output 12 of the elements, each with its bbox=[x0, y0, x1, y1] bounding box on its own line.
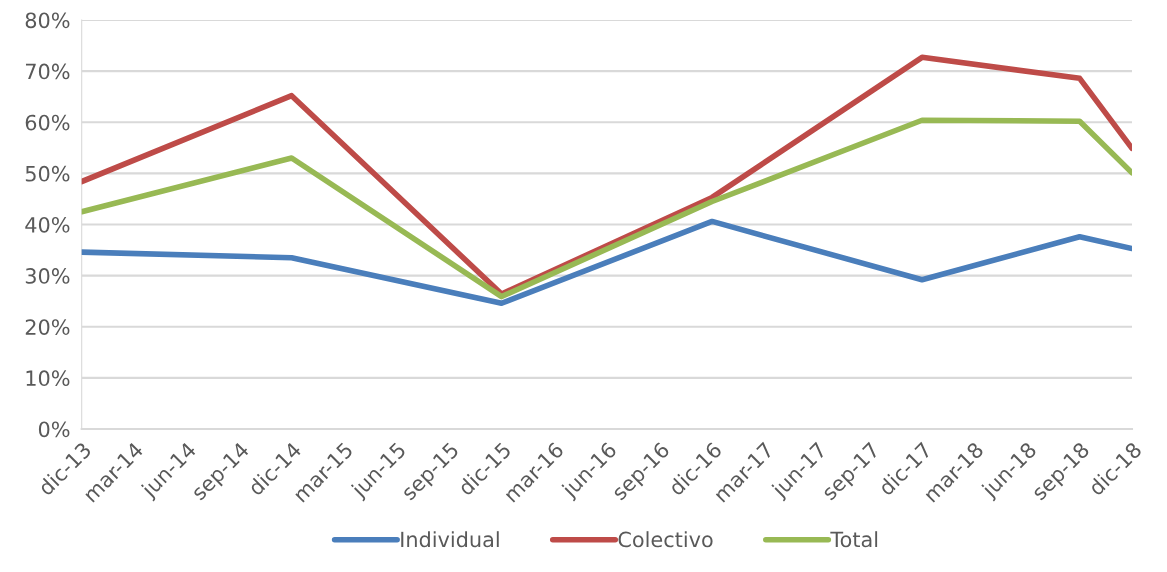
y-tick-label: 50% bbox=[25, 165, 70, 182]
y-tick-label: 40% bbox=[25, 216, 70, 233]
legend-label: Individual bbox=[401, 531, 499, 548]
y-tick-label: 10% bbox=[26, 370, 70, 387]
legend-label: Colectivo bbox=[618, 531, 713, 548]
y-tick-label: 80% bbox=[25, 12, 70, 29]
y-tick-label: 0% bbox=[38, 421, 70, 438]
y-tick-label: 70% bbox=[25, 63, 70, 80]
y-tick-label: 60% bbox=[25, 114, 70, 131]
y-tick-label: 20% bbox=[25, 319, 70, 335]
y-tick-label: 30% bbox=[25, 268, 70, 284]
legend-label: Total bbox=[830, 531, 878, 548]
